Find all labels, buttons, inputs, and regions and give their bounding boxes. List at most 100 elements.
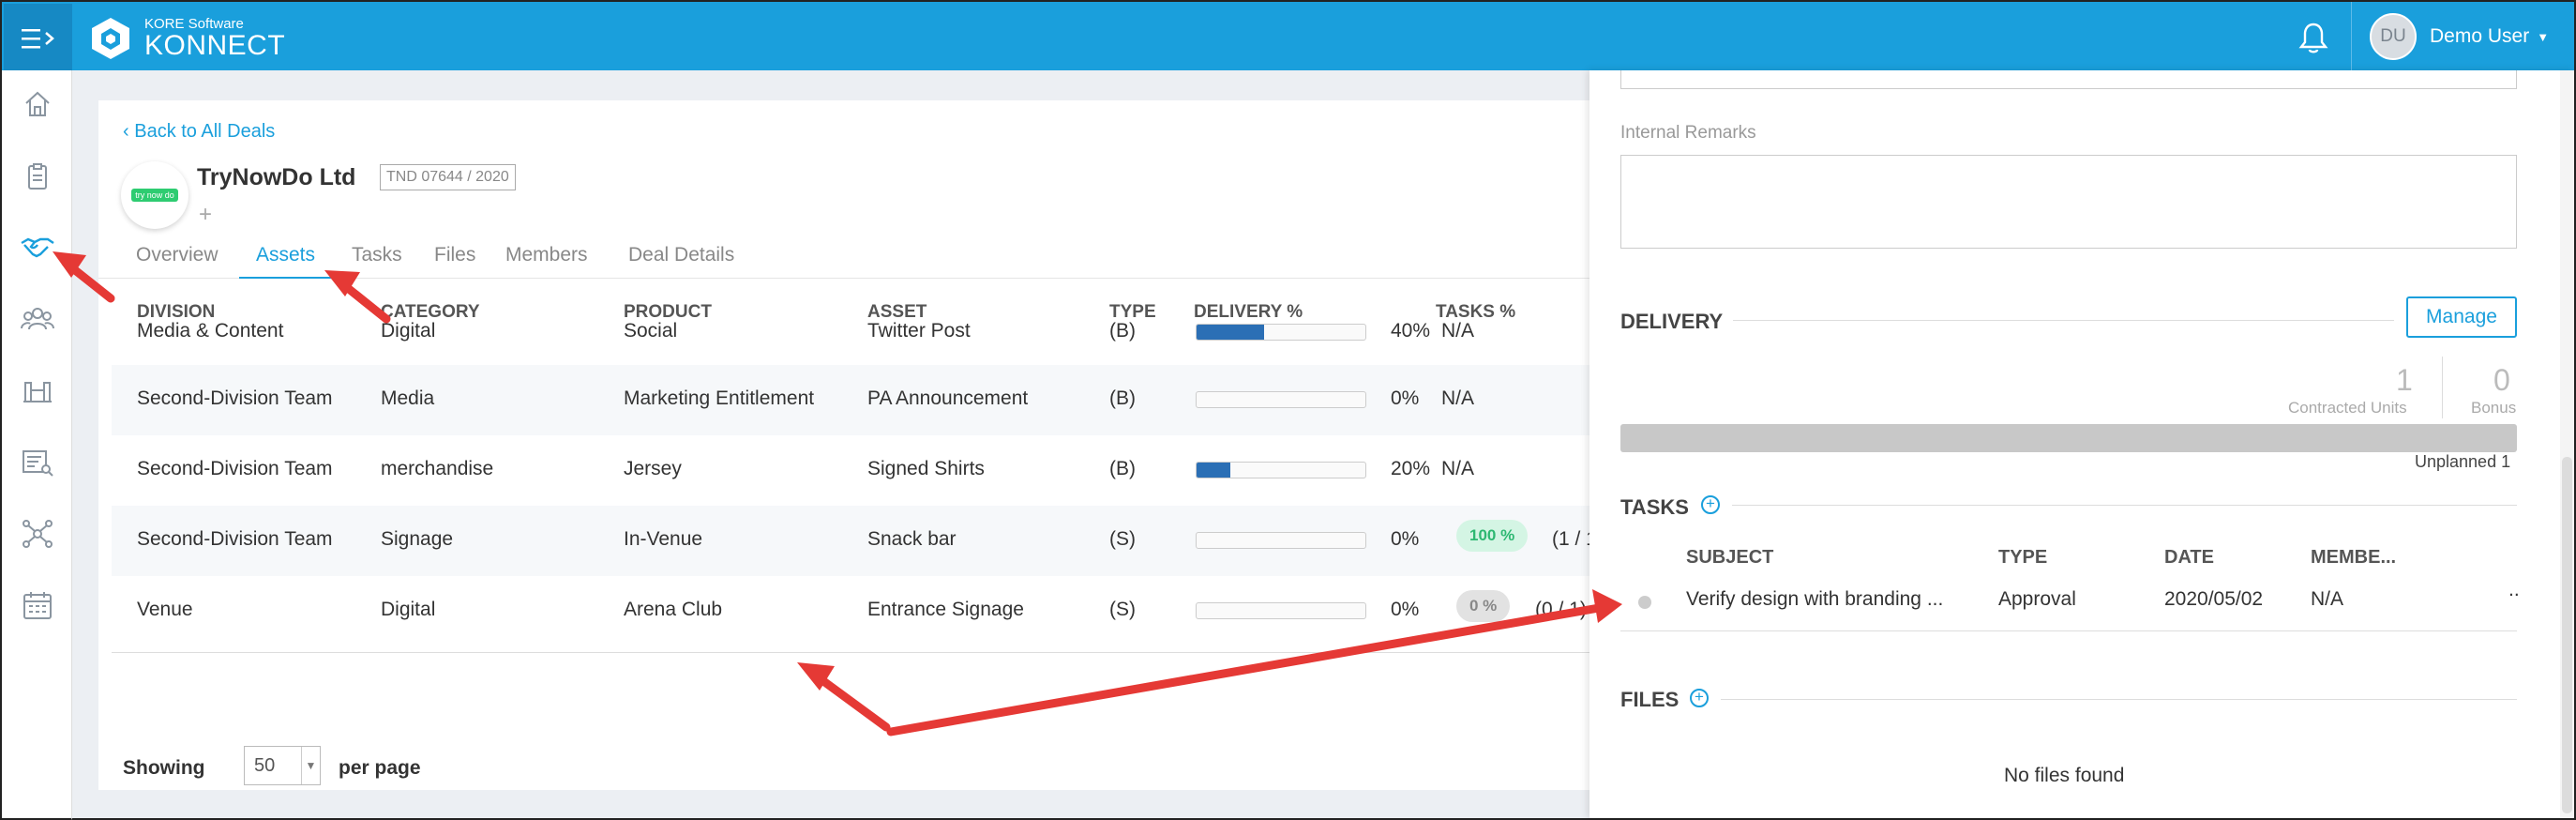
- tab-files[interactable]: Files: [434, 244, 476, 266]
- header-divider: [2351, 2, 2352, 72]
- cell-type: (B): [1109, 320, 1136, 342]
- column-header-tasks[interactable]: TASKS %: [1436, 302, 1516, 322]
- delivery-progress-bar: [1196, 602, 1366, 619]
- app-logo[interactable]: KORE Software KONNECT: [88, 16, 285, 61]
- calendar-icon[interactable]: [19, 586, 56, 624]
- cell-category: merchandise: [381, 458, 494, 479]
- tasks-na: N/A: [1441, 387, 1475, 409]
- chevron-left-icon: ‹: [123, 121, 129, 142]
- cell-type: (B): [1109, 458, 1136, 479]
- contracted-units-value: 1: [2396, 363, 2413, 397]
- column-header-asset[interactable]: ASSET: [867, 302, 927, 322]
- tab-assets[interactable]: Assets: [239, 241, 333, 279]
- cell-category: Digital: [381, 599, 436, 620]
- panel-scrollbar[interactable]: [2560, 70, 2574, 818]
- deal-tabs: Overview Assets Tasks Files Members Deal…: [98, 241, 1665, 279]
- add-task-icon[interactable]: +: [1701, 495, 1720, 514]
- cell-product: Social: [624, 320, 678, 342]
- delivery-progress-fill: [1197, 463, 1230, 478]
- remarks-textarea-top[interactable]: [1620, 70, 2517, 89]
- bonus-value: 0: [2493, 363, 2510, 397]
- manage-button[interactable]: Manage: [2406, 296, 2517, 338]
- task-date: 2020/05/02: [2164, 588, 2264, 610]
- tasks-na: N/A: [1441, 458, 1475, 479]
- table-row[interactable]: Media & Content Digital Social Twitter P…: [112, 311, 1665, 381]
- user-name: Demo User: [2430, 25, 2530, 47]
- task-member: N/A: [2311, 588, 2344, 610]
- delivery-percent: 0%: [1391, 599, 1420, 620]
- tasks-percent-badge: 0 %: [1456, 590, 1511, 622]
- cell-division: Media & Content: [137, 320, 284, 342]
- cell-asset: Twitter Post: [867, 320, 971, 342]
- delivery-section-title: DELIVERY: [1620, 310, 1724, 333]
- column-header-type[interactable]: TYPE: [1109, 302, 1156, 322]
- task-header-member[interactable]: MEMBE...: [2311, 547, 2397, 568]
- no-files-message: No files found: [2004, 765, 2125, 786]
- per-page-label: per page: [339, 757, 421, 779]
- table-row[interactable]: Second-Division Team Signage In-Venue Sn…: [112, 506, 1665, 576]
- cell-type: (B): [1109, 387, 1136, 409]
- task-header-date[interactable]: DATE: [2164, 547, 2214, 568]
- tasks-section-title: TASKS: [1620, 495, 1689, 519]
- column-header-category[interactable]: CATEGORY: [381, 302, 480, 322]
- add-tag-button[interactable]: +: [199, 202, 213, 227]
- cell-asset: Signed Shirts: [867, 458, 985, 479]
- people-icon[interactable]: [19, 300, 56, 338]
- table-row[interactable]: Second-Division Team Media Marketing Ent…: [112, 365, 1665, 435]
- per-page-value: 50: [254, 755, 276, 776]
- files-divider: [1721, 699, 2517, 700]
- internal-remarks-label: Internal Remarks: [1620, 123, 1756, 143]
- tab-overview[interactable]: Overview: [136, 244, 218, 266]
- tab-deal-details[interactable]: Deal Details: [628, 244, 735, 266]
- scrollbar-thumb[interactable]: [2562, 457, 2572, 813]
- task-more-menu[interactable]: ..: [2508, 579, 2520, 600]
- bonus-label: Bonus: [2471, 399, 2517, 417]
- task-type: Approval: [1998, 588, 2076, 610]
- cell-division: Second-Division Team: [137, 458, 333, 479]
- task-subject[interactable]: Verify design with branding ...: [1686, 588, 1944, 610]
- brand-product: KONNECT: [144, 30, 286, 61]
- avatar: DU: [2370, 13, 2417, 60]
- clipboard-icon[interactable]: [19, 158, 56, 195]
- internal-remarks-textarea[interactable]: [1620, 155, 2517, 249]
- deal-code-badge: TND 07644 / 2020: [380, 164, 516, 190]
- konnect-logo-icon: [92, 18, 129, 59]
- table-row[interactable]: Second-Division Team merchandise Jersey …: [112, 435, 1665, 506]
- delivery-percent: 0%: [1391, 528, 1420, 550]
- network-icon[interactable]: [19, 515, 56, 553]
- delivery-progress-bar: [1196, 391, 1366, 408]
- home-icon[interactable]: [19, 85, 56, 123]
- delivery-progress-bar: [1196, 324, 1366, 341]
- stadium-icon[interactable]: [19, 372, 56, 409]
- tab-members[interactable]: Members: [505, 244, 588, 266]
- table-row[interactable]: Venue Digital Arena Club Entrance Signag…: [112, 576, 1665, 646]
- task-header-subject[interactable]: SUBJECT: [1686, 547, 1774, 568]
- deal-name: TryNowDo Ltd: [197, 164, 356, 190]
- add-file-icon[interactable]: +: [1690, 689, 1709, 707]
- cell-division: Second-Division Team: [137, 387, 333, 409]
- column-header-delivery[interactable]: DELIVERY %: [1194, 302, 1303, 322]
- task-header-type[interactable]: TYPE: [1998, 547, 2048, 568]
- cell-category: Media: [381, 387, 435, 409]
- cell-type: (S): [1109, 528, 1136, 550]
- per-page-select[interactable]: 50 ▼: [244, 746, 321, 785]
- bell-icon[interactable]: [2297, 21, 2329, 59]
- back-to-deals-link[interactable]: ‹ Back to All Deals: [123, 121, 275, 143]
- report-search-icon[interactable]: [19, 444, 56, 481]
- contracted-units-label: Contracted Units: [2288, 399, 2407, 417]
- handshake-icon[interactable]: [19, 229, 56, 266]
- delivery-divider: [1733, 320, 2394, 321]
- cell-division: Second-Division Team: [137, 528, 333, 550]
- metric-divider: [2442, 357, 2443, 418]
- cell-asset: Snack bar: [867, 528, 957, 550]
- cell-product: Marketing Entitlement: [624, 387, 815, 409]
- column-header-product[interactable]: PRODUCT: [624, 302, 712, 322]
- cell-category: Digital: [381, 320, 436, 342]
- column-header-division[interactable]: DIVISION: [137, 302, 216, 322]
- user-menu[interactable]: DU Demo User ▼: [2370, 13, 2549, 60]
- tab-tasks[interactable]: Tasks: [352, 244, 402, 266]
- delivery-progress-bar: [1196, 462, 1366, 478]
- chevron-down-icon: ▼: [2537, 29, 2550, 44]
- table-bottom-divider: [112, 652, 1665, 653]
- menu-toggle-icon[interactable]: [4, 4, 72, 72]
